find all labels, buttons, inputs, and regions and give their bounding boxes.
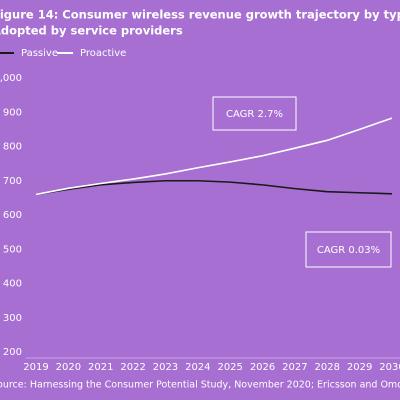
x-tick-label: 2021 xyxy=(88,362,113,373)
y-tick-label: 700 xyxy=(3,176,22,187)
y-tick-label: 400 xyxy=(3,279,22,290)
x-tick-label: 2028 xyxy=(315,362,340,373)
y-tick-label: 800 xyxy=(3,142,22,153)
annotation-box xyxy=(305,231,392,268)
x-tick-label: 2027 xyxy=(282,362,307,373)
x-tick-label: 2020 xyxy=(56,362,81,373)
annotation-box xyxy=(212,96,297,131)
legend-label: Passive xyxy=(21,48,58,59)
annotation: CAGR 2.7% xyxy=(226,109,283,120)
series-line xyxy=(35,179,393,196)
x-tick-label: 2023 xyxy=(153,362,178,373)
chart-subtitle: Adopted by service providers xyxy=(0,24,183,38)
x-tick-label: 2024 xyxy=(185,362,210,373)
y-tick-label: 600 xyxy=(3,210,22,221)
x-tick-label: 2022 xyxy=(120,362,145,373)
y-tick-label: 200 xyxy=(3,347,22,358)
annotation: CAGR 0.03% xyxy=(317,245,380,256)
x-tick-label: 2029 xyxy=(347,362,372,373)
x-tick-label: 2026 xyxy=(250,362,275,373)
chart-title: Figure 14: Consumer wireless revenue gro… xyxy=(0,8,400,22)
x-tick-label: 2025 xyxy=(217,362,242,373)
y-tick-label: 1,000 xyxy=(0,73,22,84)
legend-label: Proactive xyxy=(80,48,126,59)
x-tick-label: 2030 xyxy=(379,362,400,373)
y-tick-label: 500 xyxy=(3,244,22,255)
source-note: Source: Harnessing the Consumer Potentia… xyxy=(0,380,400,391)
y-tick-label: 300 xyxy=(3,313,22,324)
series-line xyxy=(35,117,393,196)
y-tick-label: 900 xyxy=(3,107,22,118)
x-tick-label: 2019 xyxy=(23,362,48,373)
